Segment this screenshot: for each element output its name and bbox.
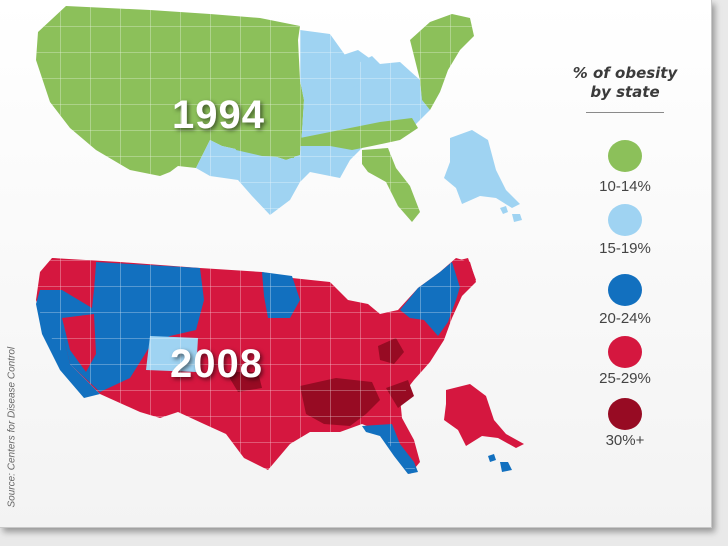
legend-label: 25-29% bbox=[599, 370, 651, 387]
legend-title-line1: % of obesity bbox=[572, 64, 678, 82]
legend-label: 20-24% bbox=[599, 310, 651, 327]
map-1994-state-lines bbox=[36, 6, 474, 222]
legend-swatch bbox=[608, 140, 642, 172]
legend-label: 10-14% bbox=[599, 178, 651, 195]
legend-swatch bbox=[608, 336, 642, 368]
source-credit: Source: Centers for Disease Control bbox=[2, 347, 18, 512]
map-1994-hawaii bbox=[500, 206, 522, 222]
legend: % of obesity by state 10-14% 15-19% 20-2… bbox=[560, 64, 690, 449]
year-label-1994: 1994 bbox=[172, 93, 265, 137]
source-text: Source: Centers for Disease Control bbox=[6, 346, 18, 508]
map-2008-hawaii bbox=[488, 454, 512, 472]
legend-swatch bbox=[608, 274, 642, 306]
legend-swatch bbox=[608, 398, 642, 430]
legend-title: % of obesity by state bbox=[560, 64, 690, 102]
map-1994 bbox=[36, 6, 522, 222]
map-2008-alaska bbox=[444, 384, 524, 448]
map-1994-alaska bbox=[444, 130, 520, 208]
legend-label: 30%+ bbox=[605, 432, 645, 449]
legend-swatch bbox=[608, 204, 642, 236]
legend-title-line2: by state bbox=[590, 83, 660, 101]
legend-label: 15-19% bbox=[599, 240, 651, 257]
legend-divider bbox=[586, 112, 664, 113]
map-2008-state-lines bbox=[36, 258, 476, 474]
year-label-2008: 2008 bbox=[170, 342, 263, 386]
figure-border bbox=[0, 0, 712, 528]
map-2008 bbox=[36, 258, 524, 474]
